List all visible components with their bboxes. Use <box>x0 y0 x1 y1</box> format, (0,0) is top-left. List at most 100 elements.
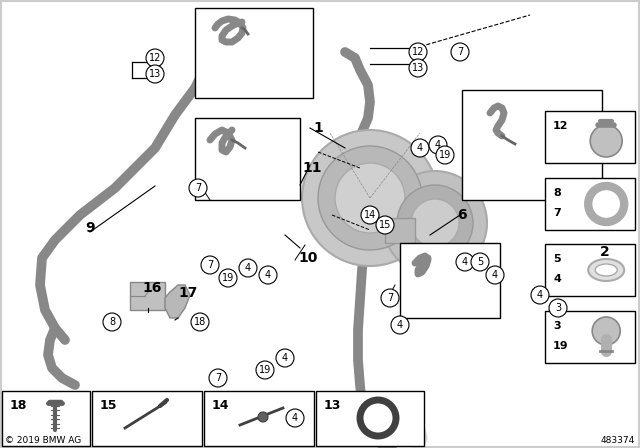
Text: 19: 19 <box>259 365 271 375</box>
Text: 14: 14 <box>212 399 230 412</box>
Text: 2: 2 <box>600 245 610 259</box>
Text: 4: 4 <box>397 320 403 330</box>
Text: 13: 13 <box>412 63 424 73</box>
Circle shape <box>209 369 227 387</box>
Circle shape <box>361 206 379 224</box>
Circle shape <box>376 216 394 234</box>
Bar <box>545 178 635 230</box>
Text: 14: 14 <box>364 210 376 220</box>
Text: 15: 15 <box>100 399 118 412</box>
Text: 4: 4 <box>265 270 271 280</box>
Bar <box>316 391 424 446</box>
Circle shape <box>239 259 257 277</box>
Circle shape <box>383 171 487 275</box>
Bar <box>545 111 635 163</box>
Text: 4: 4 <box>537 290 543 300</box>
Circle shape <box>596 194 616 214</box>
Circle shape <box>259 266 277 284</box>
Circle shape <box>429 136 447 154</box>
Text: 6: 6 <box>457 208 467 222</box>
Text: 19: 19 <box>553 341 568 351</box>
Text: 4: 4 <box>462 257 468 267</box>
Text: 483374: 483374 <box>601 436 635 445</box>
Circle shape <box>391 316 409 334</box>
Text: 10: 10 <box>298 251 317 265</box>
Circle shape <box>365 405 391 431</box>
Text: 19: 19 <box>439 150 451 160</box>
Ellipse shape <box>595 264 617 276</box>
Circle shape <box>256 361 274 379</box>
Text: 4: 4 <box>435 140 441 150</box>
Text: 1: 1 <box>313 121 323 135</box>
Circle shape <box>219 269 237 287</box>
Circle shape <box>471 253 489 271</box>
Bar <box>195 8 313 98</box>
Circle shape <box>411 199 459 247</box>
Text: 8: 8 <box>553 188 561 198</box>
Circle shape <box>411 139 429 157</box>
Text: 13: 13 <box>149 69 161 79</box>
Circle shape <box>436 146 454 164</box>
Polygon shape <box>165 285 190 318</box>
Circle shape <box>486 266 504 284</box>
Ellipse shape <box>588 259 624 281</box>
Text: 12: 12 <box>412 47 424 57</box>
Circle shape <box>201 256 219 274</box>
Text: © 2019 BMW AG: © 2019 BMW AG <box>5 436 81 445</box>
Circle shape <box>302 130 438 266</box>
Text: 5: 5 <box>553 254 561 264</box>
Bar <box>2 391 90 446</box>
Text: 13: 13 <box>324 399 341 412</box>
Circle shape <box>146 65 164 83</box>
Text: 4: 4 <box>282 353 288 363</box>
Circle shape <box>191 313 209 331</box>
Circle shape <box>549 299 567 317</box>
Text: 4: 4 <box>245 263 251 273</box>
Bar <box>92 391 202 446</box>
Circle shape <box>258 412 268 422</box>
Text: 17: 17 <box>179 286 198 300</box>
Text: 7: 7 <box>215 373 221 383</box>
Text: 3: 3 <box>555 303 561 313</box>
Circle shape <box>335 163 405 233</box>
Circle shape <box>286 409 304 427</box>
Circle shape <box>456 253 474 271</box>
Circle shape <box>451 43 469 61</box>
Bar <box>130 282 165 310</box>
Text: 15: 15 <box>379 220 391 230</box>
Text: 4: 4 <box>292 413 298 423</box>
Circle shape <box>409 43 427 61</box>
Circle shape <box>592 317 620 345</box>
Bar <box>545 311 635 363</box>
Circle shape <box>531 286 549 304</box>
Circle shape <box>103 313 121 331</box>
Text: 7: 7 <box>195 183 201 193</box>
Text: 4: 4 <box>492 270 498 280</box>
Text: 4: 4 <box>417 143 423 153</box>
Text: 19: 19 <box>222 273 234 283</box>
Text: 9: 9 <box>85 221 95 235</box>
Text: 11: 11 <box>302 161 322 175</box>
Text: 7: 7 <box>387 293 393 303</box>
Text: 12: 12 <box>149 53 161 63</box>
Text: 7: 7 <box>457 47 463 57</box>
Text: 16: 16 <box>142 281 162 295</box>
Circle shape <box>381 289 399 307</box>
Text: 18: 18 <box>194 317 206 327</box>
Text: 18: 18 <box>10 399 28 412</box>
Circle shape <box>189 179 207 197</box>
Circle shape <box>590 125 622 157</box>
Text: 8: 8 <box>109 317 115 327</box>
Bar <box>462 90 602 200</box>
Circle shape <box>276 349 294 367</box>
Circle shape <box>397 185 473 261</box>
Text: 4: 4 <box>553 274 561 284</box>
Circle shape <box>409 59 427 77</box>
Bar <box>204 391 314 446</box>
Bar <box>385 218 415 243</box>
Text: 7: 7 <box>207 260 213 270</box>
Text: 5: 5 <box>477 257 483 267</box>
Bar <box>545 244 635 296</box>
Bar <box>400 243 500 318</box>
Circle shape <box>318 146 422 250</box>
